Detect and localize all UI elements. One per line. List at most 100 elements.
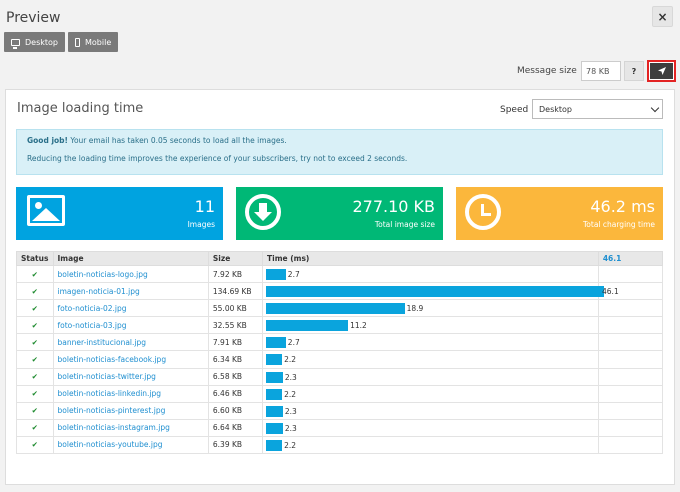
time-cell: 2.7 [262,264,599,284]
time-cell: 2.2 [262,435,599,455]
time-overflow-cell [597,418,664,437]
modal-title: Preview [6,10,61,26]
check-icon: ✔ [16,316,54,335]
table-row: ✔ boletin-noticias-linkedin.jpg 6.46 KB 2.2 [16,384,664,403]
time-bar [266,320,349,332]
alert-line1: Your email has taken 0.05 seconds to loa… [67,136,287,145]
time-overflow-cell [597,350,664,369]
image-name-link[interactable]: imagen-noticia-01.jpg [52,282,209,301]
time-label: 2.2 [284,389,297,399]
phone-icon [75,37,80,47]
time-overflow-cell [597,384,664,403]
time-label: 46.1 [602,287,619,297]
time-label: 2.2 [284,355,297,365]
alert-line2: Reducing the loading time improves the e… [27,153,408,163]
time-bar [266,286,605,298]
monitor-icon [11,38,20,49]
check-icon: ✔ [16,282,54,301]
time-cell: 2.3 [262,401,599,420]
check-icon: ✔ [16,384,54,403]
time-label: 2.2 [284,440,297,450]
check-icon: ✔ [16,367,54,386]
time-bar [266,371,283,383]
desktop-button[interactable]: Desktop [4,32,65,52]
image-name-link[interactable]: boletin-noticias-twitter.jpg [52,367,209,386]
image-size: 32.55 KB [207,316,264,335]
time-bar [266,269,286,280]
table-row: ✔ boletin-noticias-twitter.jpg 6.58 KB 2.3 [16,367,664,386]
time-bar [266,388,283,400]
image-name-link[interactable]: boletin-noticias-linkedin.jpg [52,384,209,403]
table-header: Status Image Size Time (ms) 46.1 [16,251,664,266]
panel-title: Image loading time [17,101,144,116]
time-overflow-cell [597,401,664,420]
image-name-link[interactable]: banner-institucional.jpg [52,333,209,352]
time-bar [266,303,405,315]
header-status: Status [16,251,54,266]
info-alert: Good job! Your email has taken 0.05 seco… [16,129,663,175]
time-cell: 46.1 [262,282,619,301]
speed-select[interactable]: Desktop [532,99,663,119]
image-loading-panel: Image loading time Speed Desktop Good jo… [5,89,675,485]
image-size: 55.00 KB [207,299,264,318]
download-icon [245,194,281,230]
time-bar [266,405,283,417]
help-button[interactable]: ? [624,61,644,81]
table-row: ✔ banner-institucional.jpg 7.91 KB 2.7 [16,333,664,352]
check-icon: ✔ [16,401,54,420]
image-name-link[interactable]: boletin-noticias-logo.jpg [52,264,209,284]
time-bar [266,422,283,434]
header-image: Image [52,251,209,266]
image-size: 6.34 KB [207,350,264,369]
image-name-link[interactable]: boletin-noticias-youtube.jpg [52,435,209,455]
check-icon: ✔ [16,418,54,437]
close-button[interactable]: × [652,6,673,27]
check-icon: ✔ [16,333,54,352]
image-name-link[interactable]: foto-noticia-03.jpg [52,316,209,335]
time-cell: 11.2 [262,316,599,335]
message-size-label: Message size [517,66,577,76]
send-test-button[interactable] [647,60,676,82]
table-row: ✔ boletin-noticias-instagram.jpg 6.64 KB 2.… [16,418,664,437]
time-overflow-cell [597,264,664,284]
header-max-time: 46.1 [597,251,664,266]
time-overflow-cell [597,367,664,386]
device-toggle: Desktop Mobile [4,32,119,52]
clock-icon [465,194,501,230]
table-row: ✔ boletin-noticias-youtube.jpg 6.39 KB 2.2 [16,435,664,455]
image-name-link[interactable]: boletin-noticias-pinterest.jpg [52,401,209,420]
time-cell: 2.7 [262,333,599,352]
time-cell: 2.3 [262,367,599,386]
alert-strong: Good job! [27,136,68,145]
mobile-button[interactable]: Mobile [68,32,119,52]
table-row: ✔ imagen-noticia-01.jpg 134.69 KB 46.1 [16,282,664,301]
time-cell: 2.2 [262,350,599,369]
chevron-down-icon [650,103,660,113]
image-name-link[interactable]: foto-noticia-02.jpg [52,299,209,318]
image-table: Status Image Size Time (ms) 46.1 ✔ boleti… [16,251,664,455]
speed-label: Speed [500,105,529,115]
image-size: 6.46 KB [207,384,264,403]
table-row: ✔ boletin-noticias-pinterest.jpg 6.60 KB 2.… [16,401,664,420]
time-label: 2.3 [284,423,297,433]
stat-images-caption: Images [187,220,215,229]
image-name-link[interactable]: boletin-noticias-instagram.jpg [52,418,209,437]
check-icon: ✔ [16,264,54,284]
time-overflow-cell [597,316,664,335]
stat-images-value: 11 [194,197,215,216]
time-label: 11.2 [350,321,367,331]
header-size: Size [207,251,264,266]
image-size: 6.64 KB [207,418,264,437]
table-row: ✔ foto-noticia-02.jpg 55.00 KB 18.9 [16,299,664,318]
image-size: 6.60 KB [207,401,264,420]
time-cell: 2.3 [262,418,599,437]
header-time: Time (ms) [262,251,599,266]
table-row: ✔ boletin-noticias-logo.jpg 7.92 KB 2.7 [16,264,664,284]
time-overflow-cell [597,435,664,455]
image-size: 7.91 KB [207,333,264,352]
time-label: 2.3 [284,372,297,382]
image-name-link[interactable]: boletin-noticias-facebook.jpg [52,350,209,369]
time-overflow-cell [597,333,664,352]
time-label: 18.9 [406,304,424,314]
rocket-icon [657,67,666,75]
